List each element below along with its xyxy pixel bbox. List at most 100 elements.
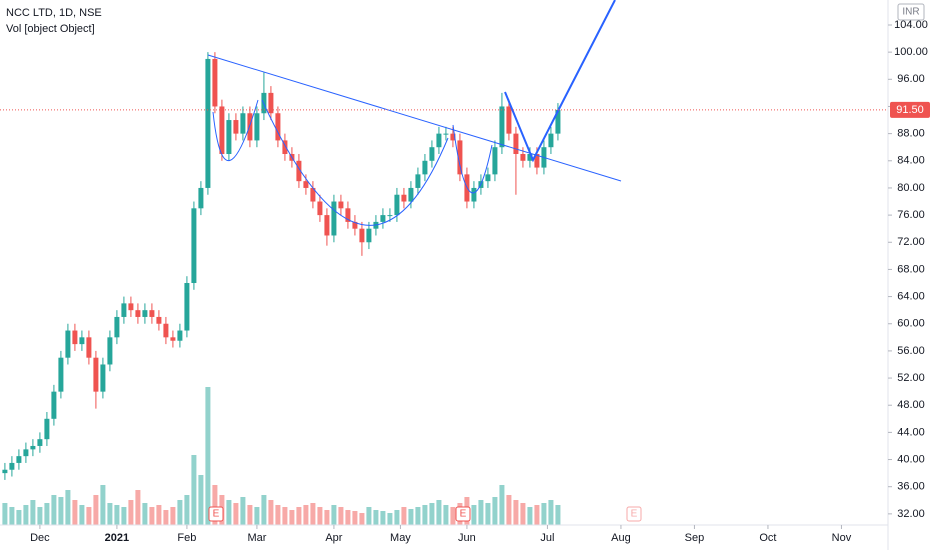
volume-bar xyxy=(366,507,372,525)
candle-body xyxy=(170,337,176,341)
volume-bar xyxy=(478,500,484,525)
x-tick-label: Mar xyxy=(247,532,266,544)
candle-body xyxy=(37,439,43,446)
volume-bar xyxy=(331,505,337,525)
x-tick-label: Oct xyxy=(759,532,776,544)
x-tick-label: May xyxy=(390,532,411,544)
candle-body xyxy=(247,113,253,141)
candle-body xyxy=(30,445,36,450)
volume-bar xyxy=(198,475,204,525)
volume-bar xyxy=(44,503,50,525)
last-price-label: 91.50 xyxy=(896,104,924,116)
volume-bar xyxy=(310,503,316,525)
y-tick-label: 96.00 xyxy=(897,73,925,85)
volume-bar xyxy=(142,503,148,525)
candle-body xyxy=(380,215,386,222)
candle-body xyxy=(79,337,85,345)
candle-body xyxy=(394,194,400,216)
candle-body xyxy=(317,201,323,216)
candle-body xyxy=(205,58,211,188)
candle-body xyxy=(450,133,456,141)
candle-body xyxy=(149,310,155,317)
volume-bar xyxy=(513,500,519,525)
volume-bar xyxy=(345,510,351,525)
volume-bar xyxy=(443,505,449,525)
candle-body xyxy=(44,418,50,440)
candle-body xyxy=(345,208,351,222)
y-tick-label: 40.00 xyxy=(897,453,925,465)
earnings-box xyxy=(626,506,642,522)
candle-body xyxy=(408,187,414,202)
earnings-marker: E xyxy=(631,509,638,520)
candle-body xyxy=(401,194,407,202)
candle-body xyxy=(9,462,15,470)
volume-bar xyxy=(65,490,71,525)
volume-bar xyxy=(296,507,302,525)
y-tick-label: 60.00 xyxy=(897,318,925,330)
volume-bar xyxy=(163,510,169,525)
x-tick-label: Sep xyxy=(685,532,705,544)
y-tick-label: 56.00 xyxy=(897,345,925,357)
currency: INR xyxy=(902,7,919,18)
cup-left xyxy=(212,99,259,162)
volume-bar xyxy=(401,507,407,525)
volume-bar xyxy=(9,507,15,525)
volume-bar xyxy=(177,500,183,525)
volume-bar xyxy=(303,505,309,525)
candle-body xyxy=(121,303,127,317)
y-axis: 32.00 36.00 40.00 44.00 48.00 52.00 56.00 60.00… xyxy=(887,0,932,550)
volume-bar xyxy=(135,490,141,525)
candle-body xyxy=(163,323,169,338)
volume-bar xyxy=(471,505,477,525)
volume-bar xyxy=(247,505,253,525)
candle-body xyxy=(282,140,288,154)
y-tick-label: 104.00 xyxy=(894,19,928,31)
volume-bar xyxy=(450,507,456,525)
volume-bar xyxy=(422,505,428,525)
x-tick-label: Feb xyxy=(177,532,196,544)
earnings-box xyxy=(455,506,471,522)
volume-bar xyxy=(499,485,505,525)
candle-body xyxy=(506,106,512,134)
candle-body xyxy=(296,160,302,182)
volume-bar xyxy=(128,500,134,525)
candle-body xyxy=(240,113,246,134)
candle-body xyxy=(387,215,393,217)
volume-bar xyxy=(394,510,400,525)
candle-body xyxy=(86,337,92,358)
annotations xyxy=(207,0,622,226)
volume-bar xyxy=(352,511,358,525)
candle-body xyxy=(72,330,78,345)
candle-body xyxy=(254,113,260,141)
volume-bar xyxy=(240,497,246,525)
volume-bar xyxy=(58,497,64,525)
volume-layer xyxy=(2,387,561,525)
y-tick-label: 36.00 xyxy=(897,481,925,493)
candle-body xyxy=(233,120,239,134)
y-tick-label: 52.00 xyxy=(897,372,925,384)
candle-body xyxy=(513,133,519,154)
candle-body xyxy=(331,201,337,236)
candle-body xyxy=(268,92,274,114)
candle-body xyxy=(275,113,281,141)
y-tick-label: 68.00 xyxy=(897,263,925,275)
volume-bar xyxy=(408,509,414,525)
volume-bar xyxy=(527,507,533,525)
x-tick-label: Aug xyxy=(611,532,631,544)
volume-bar xyxy=(79,505,85,525)
candle-body xyxy=(16,456,22,463)
earnings-markers: E E E xyxy=(208,506,642,522)
volume-bar xyxy=(191,455,197,525)
candle-body xyxy=(520,153,526,161)
candle-body xyxy=(184,283,190,331)
volume-label: Vol [object Object] xyxy=(6,23,95,35)
candle-body xyxy=(338,201,344,209)
candle-body xyxy=(23,449,29,457)
volume-bar xyxy=(485,503,491,525)
volume-bar xyxy=(429,503,435,525)
candle-body xyxy=(429,147,435,161)
axis-bg xyxy=(888,0,932,550)
candle-body xyxy=(352,221,358,229)
volume-bar xyxy=(534,505,540,525)
candle-body xyxy=(65,330,71,358)
